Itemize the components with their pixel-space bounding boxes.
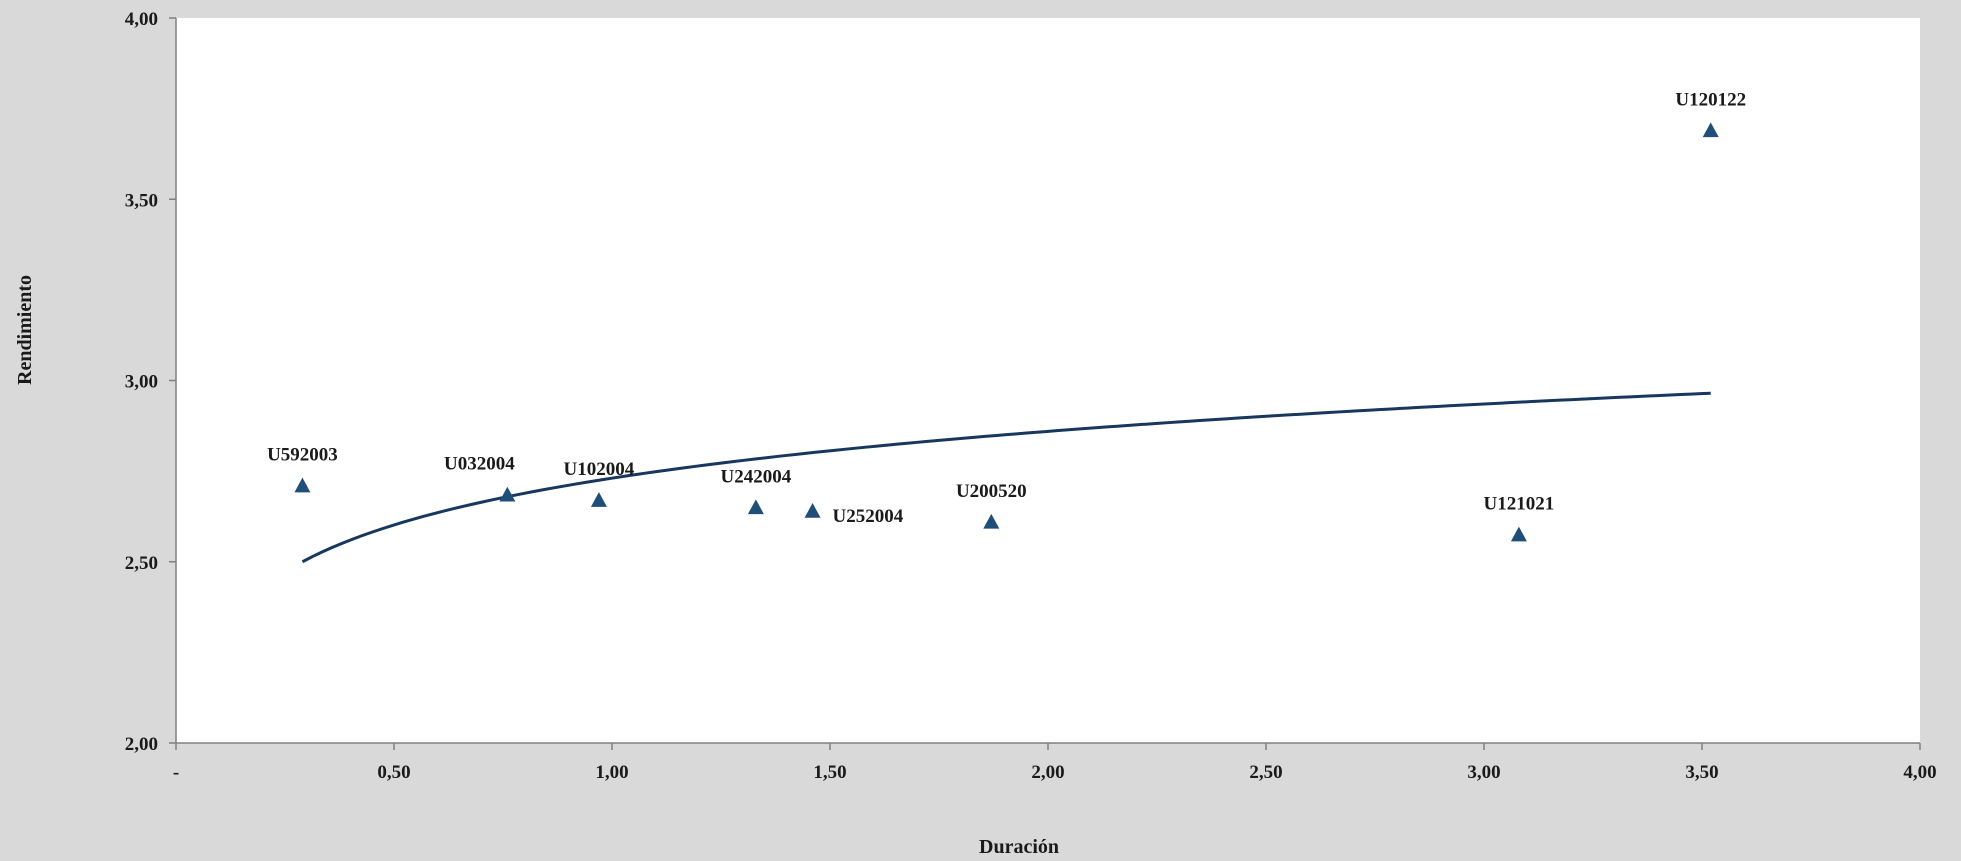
data-point-u242004	[747, 499, 764, 515]
data-label: U200520	[956, 481, 1027, 502]
data-point-u252004	[804, 503, 821, 518]
x-tick-label: 1,50	[813, 762, 846, 783]
data-label: U102004	[564, 459, 635, 480]
x-tick-label: 2,00	[1031, 762, 1064, 783]
x-tick-label: 4,00	[1903, 762, 1936, 783]
y-tick-label: 3,50	[125, 190, 158, 211]
trendline-layer	[301, 391, 1711, 564]
y-axis-title: Rendimiento	[14, 275, 36, 385]
data-point-u592003	[294, 477, 311, 493]
x-tick-label: 3,50	[1685, 762, 1718, 783]
plot-area	[176, 18, 1920, 743]
data-label: U252004	[833, 506, 904, 527]
x-tick-label: -	[173, 762, 179, 783]
x-tick-label: 1,00	[595, 762, 628, 783]
data-label: U592003	[267, 445, 338, 466]
axes: 2,00 2,50 3,00 3,50 4,00 - 0,50 1,00 1,50 2,00 2,5…	[125, 9, 1937, 783]
data-point-u032004	[499, 486, 516, 502]
x-tick-label: 0,50	[377, 762, 410, 783]
data-labels: U592003 U032004 U102004 U242004 U252004 U2005…	[267, 89, 1746, 527]
data-point-u121021	[1510, 526, 1527, 542]
data-label: U032004	[444, 454, 515, 475]
data-label: U242004	[721, 466, 792, 487]
trendline	[301, 391, 1711, 564]
y-tick-label: 2,00	[125, 734, 158, 755]
data-points	[294, 122, 1719, 542]
x-axis-title: Duración	[979, 836, 1059, 858]
y-tick-label: 3,00	[125, 372, 158, 393]
data-point-u102004	[590, 492, 607, 507]
y-tick-label: 2,50	[125, 553, 158, 574]
data-point-u200520	[983, 513, 1000, 529]
x-tick-label: 2,50	[1249, 762, 1282, 783]
x-tick-label: 3,00	[1467, 762, 1500, 783]
y-tick-label: 4,00	[125, 9, 158, 30]
data-label: U121021	[1484, 494, 1555, 515]
data-point-u120122	[1702, 122, 1719, 138]
data-label: U120122	[1675, 89, 1746, 110]
